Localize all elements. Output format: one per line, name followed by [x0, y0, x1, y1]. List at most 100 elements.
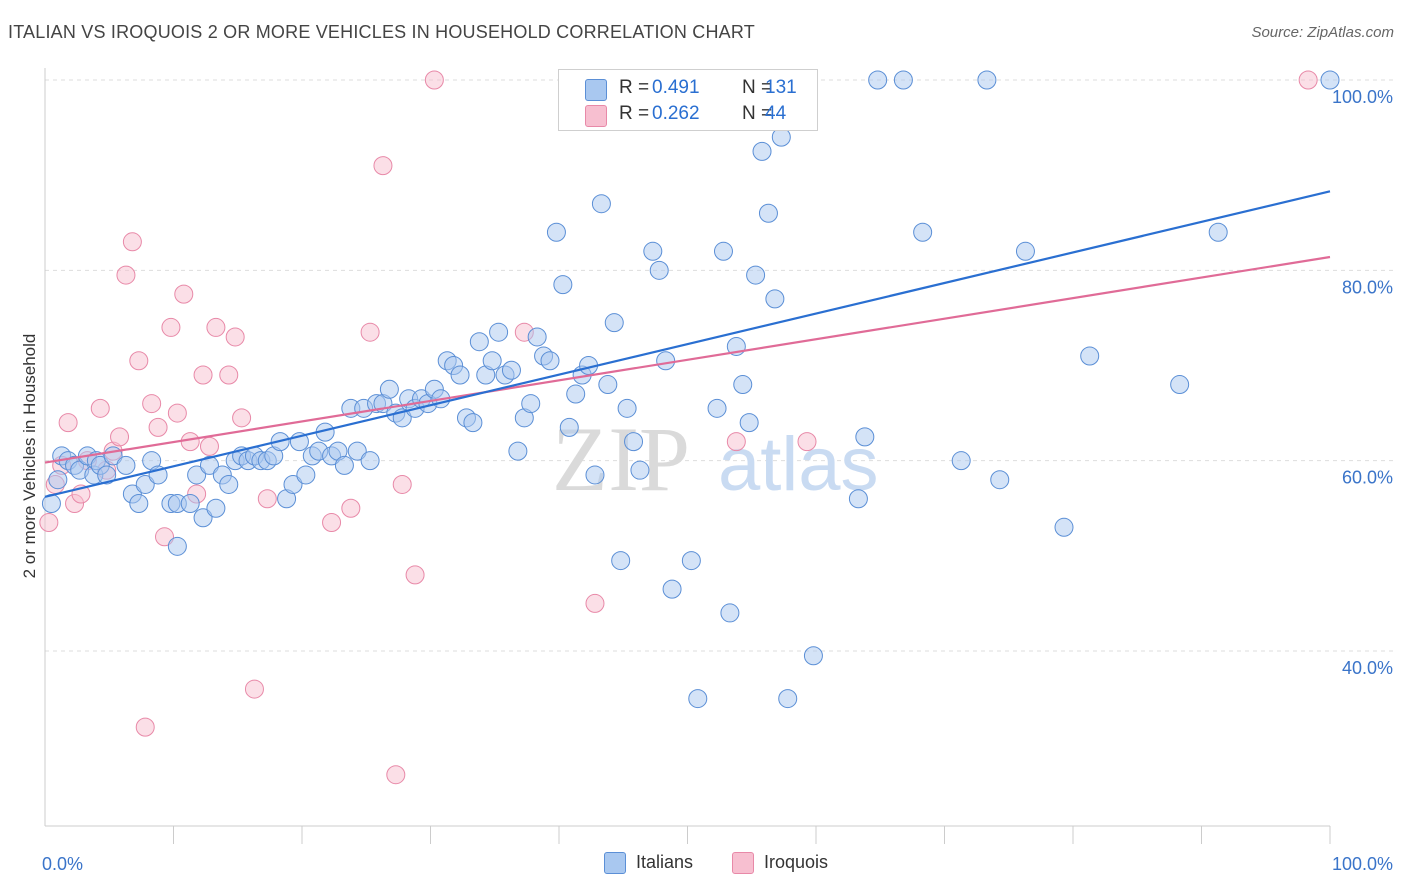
- italians-point: [707, 398, 727, 418]
- italians-point: [893, 70, 913, 90]
- iroquois-point: [39, 513, 59, 533]
- iroquois-point: [219, 365, 239, 385]
- italians-point: [765, 289, 785, 309]
- italians-point: [129, 493, 149, 513]
- italians-point: [1320, 70, 1340, 90]
- chart-title: ITALIAN VS IROQUOIS 2 OR MORE VEHICLES I…: [8, 22, 755, 42]
- italians-point: [167, 536, 187, 556]
- italians-point: [951, 451, 971, 471]
- italians-point: [752, 141, 772, 161]
- iroquois-point: [161, 317, 181, 337]
- y-tick-label: 100.0%: [1332, 87, 1393, 107]
- italians-point: [803, 646, 823, 666]
- iroquois-point: [142, 394, 162, 414]
- iroquois-point: [110, 427, 130, 447]
- italians-point: [591, 194, 611, 214]
- iroquois-point: [424, 70, 444, 90]
- italians-point: [180, 493, 200, 513]
- legend-r-value: 0.262: [652, 103, 700, 124]
- italians-point: [489, 322, 509, 342]
- iroquois-point: [373, 156, 393, 176]
- x-tick-label: 100.0%: [1332, 854, 1393, 874]
- italians-point: [758, 203, 778, 223]
- italians-point: [116, 455, 136, 475]
- y-tick-label: 60.0%: [1342, 468, 1393, 488]
- iroquois-point: [155, 527, 175, 547]
- italians-point: [527, 327, 547, 347]
- italians-point: [778, 689, 798, 709]
- legend-n-value: 44: [765, 103, 787, 124]
- italians-point: [283, 474, 303, 494]
- italians-point: [649, 260, 669, 280]
- italians-point: [630, 460, 650, 480]
- italians-point: [656, 351, 676, 371]
- iroquois-point: [386, 765, 406, 785]
- italians-point: [1170, 375, 1190, 395]
- italians-point: [1015, 241, 1035, 261]
- italians-point: [206, 498, 226, 518]
- italians-point: [347, 441, 367, 461]
- italians-point: [643, 241, 663, 261]
- italians-point: [463, 413, 483, 433]
- italians-point: [469, 332, 489, 352]
- source-credit: Source: ZipAtlas.com: [1251, 24, 1394, 41]
- italians-point: [1208, 222, 1228, 242]
- italians-point: [48, 470, 68, 490]
- grid-lines: [45, 79, 1393, 652]
- y-tick-label: 40.0%: [1342, 658, 1393, 678]
- italians-point: [135, 474, 155, 494]
- italians-point: [199, 455, 219, 475]
- iroquois-point: [193, 365, 213, 385]
- italians-point: [617, 398, 637, 418]
- iroquois-point: [341, 498, 361, 518]
- italians-point: [1080, 346, 1100, 366]
- bottom-legend-label: Iroquois: [764, 852, 829, 872]
- italians-point: [611, 551, 631, 571]
- legend-r-label: R =: [619, 103, 650, 124]
- italians-point: [296, 465, 316, 485]
- axis-labels: 40.0% 60.0% 80.0% 100.0% 0.0% 100.0%: [42, 87, 1393, 874]
- italians-point: [585, 465, 605, 485]
- italians-point: [379, 379, 399, 399]
- italians-point: [1054, 517, 1074, 537]
- italians-point: [97, 465, 117, 485]
- italians-point: [598, 375, 618, 395]
- italians-point: [508, 441, 528, 461]
- iroquois-point: [90, 398, 110, 418]
- iroquois-point: [257, 489, 277, 509]
- italians-point: [360, 451, 380, 471]
- iroquois-point: [116, 265, 136, 285]
- iroquois-point: [180, 432, 200, 452]
- iroquois-point: [405, 565, 425, 585]
- italians-point: [681, 551, 701, 571]
- italians-trend-line: [44, 190, 1331, 498]
- italians-point: [624, 432, 644, 452]
- italians-point: [521, 394, 541, 414]
- italians-point: [720, 603, 740, 623]
- italians-point: [546, 222, 566, 242]
- trend-lines: [44, 190, 1331, 498]
- italians-point: [566, 384, 586, 404]
- italians-point: [662, 579, 682, 599]
- iroquois-point: [167, 403, 187, 423]
- italians-point: [482, 351, 502, 371]
- italians-point: [713, 241, 733, 261]
- iroquois-point: [244, 679, 264, 699]
- y-axis-label: 2 or more Vehicles in Household: [20, 333, 39, 579]
- iroquois-point: [322, 513, 342, 533]
- iroquois-point: [148, 417, 168, 437]
- correlation-legend: R = 0.491 N = 131 R = 0.262 N = 44: [558, 69, 818, 131]
- italians-point: [739, 413, 759, 433]
- iroquois-point: [585, 593, 605, 613]
- bottom-legend-label: Italians: [636, 852, 694, 872]
- italians-point: [868, 70, 888, 90]
- legend-r-label: R =: [619, 77, 650, 98]
- y-tick-label: 80.0%: [1342, 277, 1393, 297]
- italians-point: [559, 417, 579, 437]
- iroquois-point: [122, 232, 142, 252]
- italians-point: [193, 508, 213, 528]
- italians-point: [604, 313, 624, 333]
- legend-n-label: N =: [742, 103, 773, 124]
- iroquois-point: [129, 351, 149, 371]
- italians-point: [688, 689, 708, 709]
